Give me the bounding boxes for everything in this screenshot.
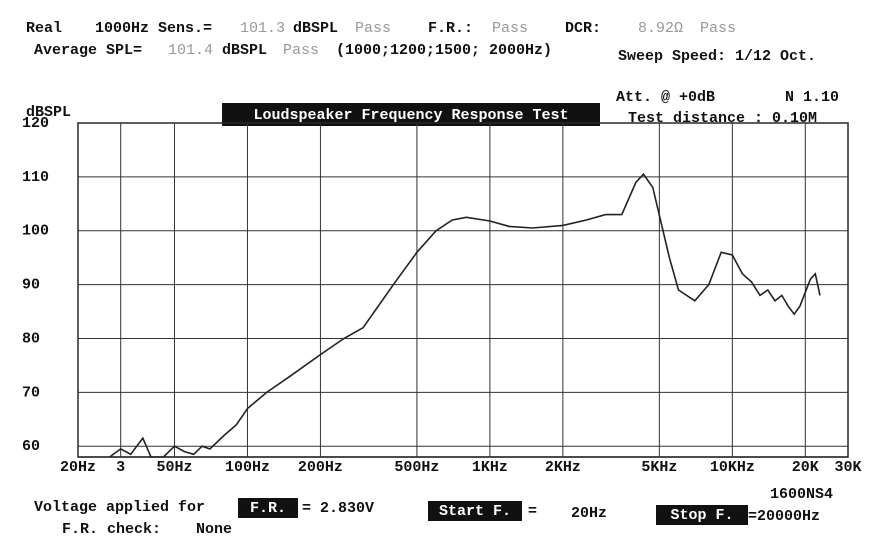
x-tick-label: 500Hz	[394, 459, 439, 476]
header-pass: Pass	[700, 20, 736, 37]
header-pass: Pass	[283, 42, 319, 59]
header-text: F.R.:	[428, 20, 473, 37]
header-text: dBSPL	[293, 20, 338, 37]
footer-text: =	[528, 503, 537, 520]
y-tick-label: 100	[22, 223, 49, 240]
header-value: 8.92Ω	[638, 20, 683, 37]
x-tick-label: 50Hz	[156, 459, 192, 476]
title-box	[222, 103, 600, 126]
header-pass: Pass	[492, 20, 528, 37]
footer-box-text: F.R.	[250, 500, 286, 517]
x-tick-label: 5KHz	[641, 459, 677, 476]
chart-title: Loudspeaker Frequency Response Test	[253, 107, 568, 124]
label-box	[656, 505, 748, 525]
footer-text: = 2.830V	[302, 500, 374, 517]
footer-box-text: Start F.	[439, 503, 511, 520]
footer-text: Voltage applied for	[34, 499, 205, 516]
label-box	[428, 501, 522, 521]
x-tick-label: 200Hz	[298, 459, 343, 476]
footer-text: 20Hz	[571, 505, 607, 522]
x-tick-label: 100Hz	[225, 459, 270, 476]
y-tick-label: 60	[22, 438, 40, 455]
header-text: 1000Hz Sens.=	[95, 20, 212, 37]
header-text: Att. @ +0dB	[616, 89, 715, 106]
footer-box-text: Stop F.	[670, 507, 733, 524]
footer-text: F.R. check:	[62, 521, 161, 538]
footer-text: =20000Hz	[748, 508, 820, 525]
y-axis-label: dBSPL	[26, 104, 71, 121]
label-box	[238, 498, 298, 518]
header-text: dBSPL	[222, 42, 267, 59]
header-text: N 1.10	[785, 89, 839, 106]
x-tick-label: 20K	[792, 459, 819, 476]
footer-text: None	[196, 521, 232, 538]
header-text: DCR:	[565, 20, 601, 37]
header-text: Average SPL=	[34, 42, 142, 59]
y-tick-label: 110	[22, 169, 49, 186]
y-tick-label: 70	[22, 384, 40, 401]
model-text: 1600NS4	[770, 486, 833, 503]
header-pass: Pass	[355, 20, 391, 37]
x-tick-label: 10KHz	[710, 459, 755, 476]
y-tick-label: 120	[22, 115, 49, 132]
x-tick-label: 3	[116, 459, 125, 476]
x-tick-label: 30K	[834, 459, 861, 476]
header-text: Test distance : 0.10M	[628, 110, 817, 127]
header-value: 101.3	[240, 20, 285, 37]
header-text: Sweep Speed: 1/12 Oct.	[618, 48, 816, 65]
header-text: Real	[26, 20, 62, 37]
header-value: 101.4	[168, 42, 213, 59]
x-tick-label: 2KHz	[545, 459, 581, 476]
y-tick-label: 90	[22, 277, 40, 294]
x-tick-label: 20Hz	[60, 459, 96, 476]
header-text: (1000;1200;1500; 2000Hz)	[336, 42, 552, 59]
x-tick-label: 1KHz	[472, 459, 508, 476]
response-curve	[109, 172, 821, 458]
y-tick-label: 80	[22, 330, 40, 347]
